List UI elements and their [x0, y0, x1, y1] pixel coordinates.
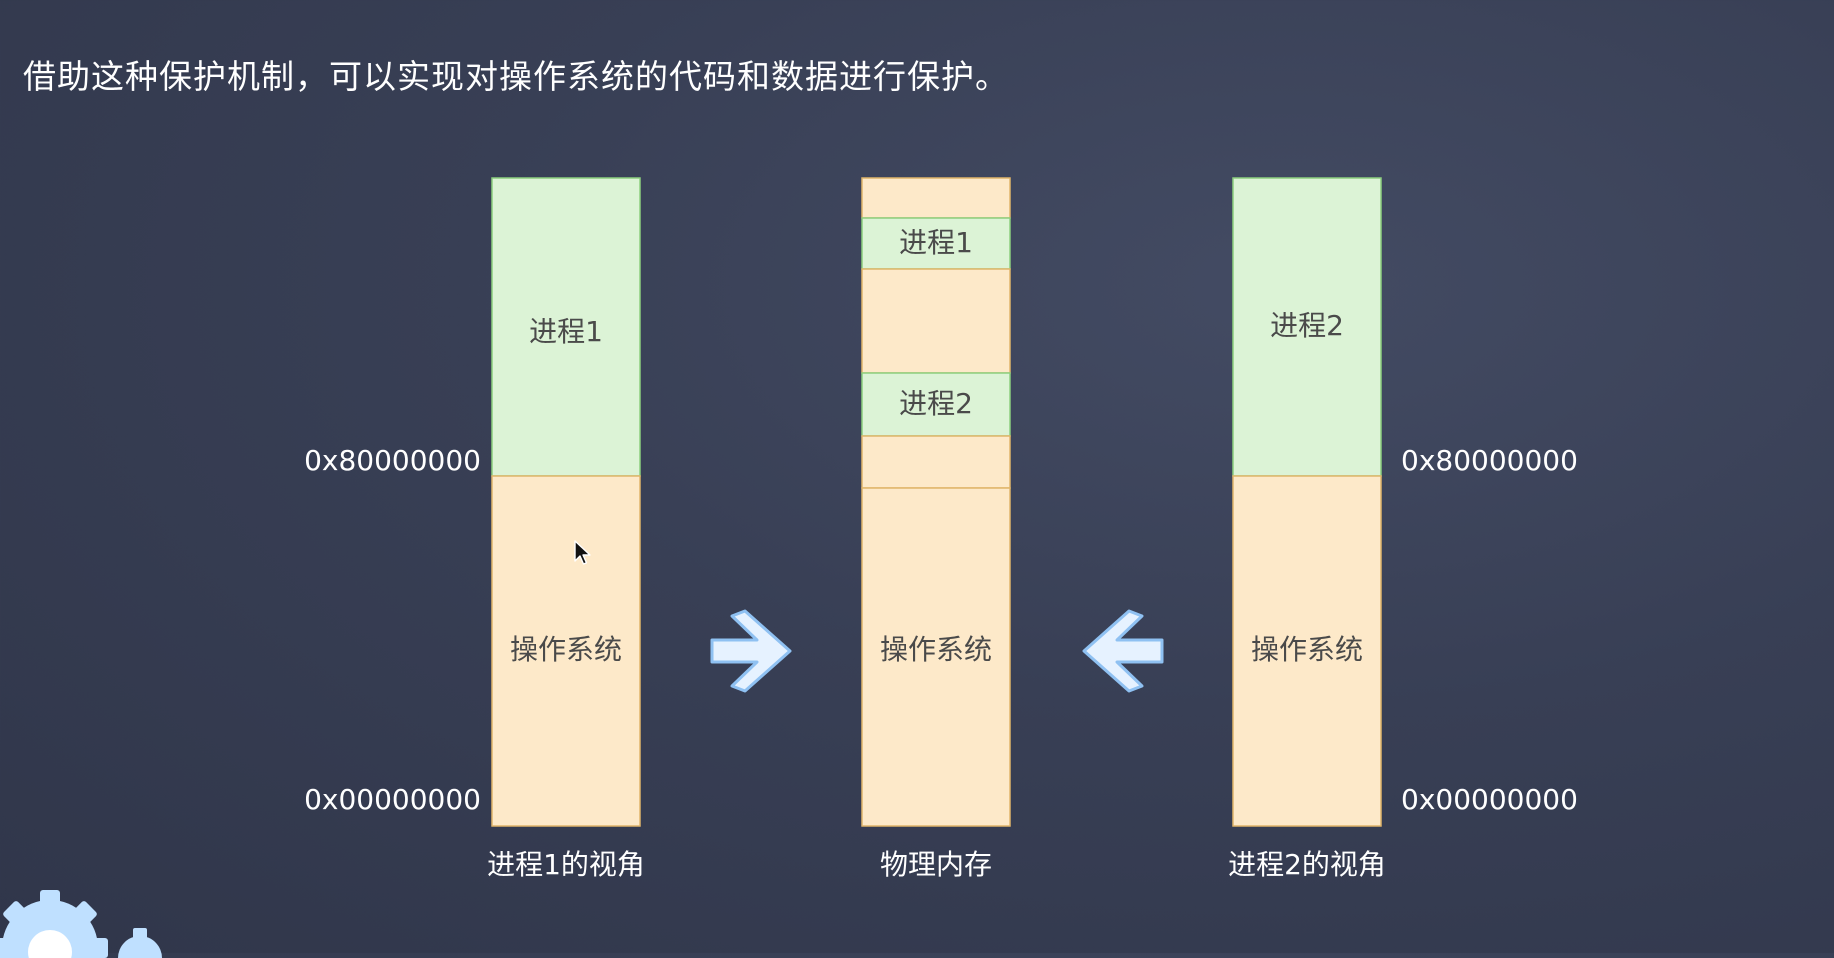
physical-memory-column: 进程1 进程2 操作系统 物理内存 — [861, 177, 1011, 881]
mouse-cursor-icon — [574, 540, 591, 565]
physical-memory-top-free — [861, 177, 1011, 219]
process2-view-addr-bottom: 0x00000000 — [1401, 783, 1578, 816]
physical-memory-mid-free — [861, 268, 1011, 374]
physical-memory-process2-label: 进程2 — [899, 387, 973, 420]
process2-view-addr-mid: 0x80000000 — [1401, 444, 1578, 477]
process1-view-os-block — [491, 475, 641, 827]
process1-view-caption: 进程1的视角 — [487, 848, 645, 881]
process1-view-column: 进程1 操作系统 0x80000000 0x00000000 进程1的视角 — [304, 177, 645, 881]
page-heading: 借助这种保护机制，可以实现对操作系统的代码和数据进行保护。 — [23, 57, 1009, 96]
process1-view-os-label: 操作系统 — [510, 633, 622, 666]
gear-icon — [0, 890, 162, 958]
arrow-right-icon — [710, 609, 792, 693]
process2-view-os-label: 操作系统 — [1251, 633, 1363, 666]
process1-view-process-block — [491, 177, 641, 477]
process1-view-process-label: 进程1 — [529, 315, 603, 348]
process1-view-addr-mid: 0x80000000 — [304, 444, 481, 477]
process2-view-process-label: 进程2 — [1270, 309, 1344, 342]
physical-memory-os-block — [861, 487, 1011, 827]
process2-view-column: 进程2 操作系统 0x80000000 0x00000000 进程2的视角 — [1228, 177, 1578, 881]
physical-memory-process1-block — [861, 217, 1011, 270]
process1-view-addr-bottom: 0x00000000 — [304, 783, 481, 816]
arrow-left-icon — [1082, 609, 1164, 693]
process2-view-caption: 进程2的视角 — [1228, 848, 1386, 881]
physical-memory-os-label: 操作系统 — [880, 633, 992, 666]
physical-memory-process1-label: 进程1 — [899, 226, 973, 259]
physical-memory-low-free — [861, 435, 1011, 489]
physical-memory-caption: 物理内存 — [880, 848, 992, 881]
process2-view-os-block — [1232, 475, 1382, 827]
